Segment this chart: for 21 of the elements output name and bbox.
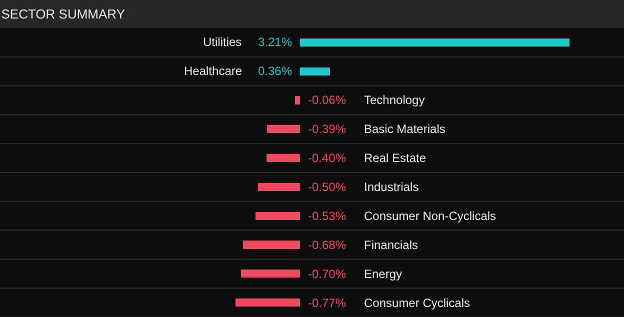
y-tick-label: Real Estate xyxy=(364,151,426,165)
data-label: -0.40% xyxy=(308,151,346,165)
data-label: -0.77% xyxy=(308,296,346,310)
y-tick-label: Basic Materials xyxy=(364,122,446,136)
data-label: -0.68% xyxy=(308,238,346,252)
data-label: 3.21% xyxy=(258,35,292,49)
y-tick-label: Utilities xyxy=(203,35,242,49)
y-tick-label: Consumer Cyclicals xyxy=(364,296,470,310)
data-label: -0.06% xyxy=(308,93,346,107)
data-label: 0.36% xyxy=(258,64,292,78)
data-label: -0.50% xyxy=(308,180,346,194)
y-tick-label: Consumer Non-Cyclicals xyxy=(364,209,496,223)
y-tick-label: Energy xyxy=(364,267,402,281)
y-tick-label: Industrials xyxy=(364,180,419,194)
data-label: -0.53% xyxy=(308,209,346,223)
data-label: -0.39% xyxy=(308,122,346,136)
text: SECTOR SUMMARY xyxy=(1,6,126,22)
y-tick-label: Financials xyxy=(364,238,418,252)
y-tick-label: Technology xyxy=(364,93,425,107)
y-tick-label: Healthcare xyxy=(184,64,242,78)
data-label: -0.70% xyxy=(308,267,346,281)
